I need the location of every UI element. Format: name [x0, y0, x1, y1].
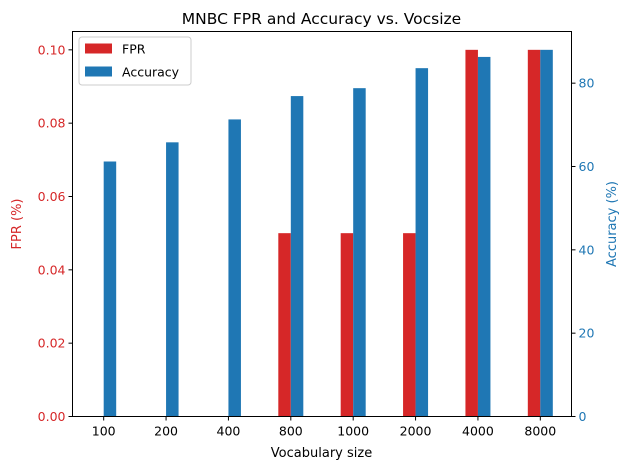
x-tick-label: 8000 [524, 424, 556, 439]
left-axis-label: FPR (%) [10, 199, 25, 250]
right-tick-label: 80 [579, 76, 595, 91]
legend-swatch-fpr [85, 43, 112, 54]
x-axis-label: Vocabulary size [271, 446, 372, 461]
bars-group [103, 49, 553, 417]
bar-accuracy-100 [103, 161, 117, 417]
right-axis-label: Accuracy (%) [605, 181, 620, 267]
bar-accuracy-8000 [540, 49, 553, 417]
x-tick-label: 100 [92, 424, 116, 439]
legend-label-accuracy: Accuracy [122, 65, 180, 80]
chart-title: MNBC FPR and Accuracy vs. Vocsize [182, 10, 461, 28]
left-tick-label: 0.00 [38, 409, 66, 424]
bar-accuracy-800 [290, 96, 304, 417]
left-axis: 0.00 0.02 0.04 0.06 0.08 0.10 [38, 42, 73, 424]
left-tick-label: 0.10 [38, 42, 66, 57]
x-tick-label: 400 [217, 424, 241, 439]
left-tick-label: 0.08 [38, 116, 66, 131]
right-axis: 0 20 40 60 80 [571, 76, 595, 424]
bar-accuracy-4000 [477, 56, 491, 417]
left-tick-label: 0.06 [38, 189, 66, 204]
bar-fpr-2000 [403, 233, 416, 417]
right-tick-label: 20 [579, 326, 595, 341]
bar-fpr-4000 [465, 49, 478, 417]
bar-accuracy-1000 [353, 88, 366, 417]
x-tick-label: 4000 [462, 424, 494, 439]
bar-fpr-800 [278, 233, 291, 417]
right-tick-label: 60 [579, 159, 595, 174]
bar-accuracy-400 [228, 119, 241, 417]
x-axis: 100 200 400 800 1000 2000 4000 8000 [92, 416, 556, 439]
x-tick-label: 2000 [400, 424, 432, 439]
x-tick-label: 1000 [337, 424, 369, 439]
bar-fpr-8000 [527, 49, 541, 417]
left-tick-label: 0.02 [38, 336, 66, 351]
right-tick-label: 0 [579, 409, 587, 424]
plot-frame [72, 31, 572, 417]
right-tick-label: 40 [579, 242, 595, 257]
legend-label-fpr: FPR [122, 42, 146, 57]
x-tick-label: 800 [279, 424, 303, 439]
bar-accuracy-2000 [415, 68, 429, 417]
legend-swatch-accuracy [85, 66, 112, 77]
bar-accuracy-200 [166, 142, 179, 417]
legend: FPR Accuracy [78, 36, 192, 86]
bar-fpr-1000 [340, 233, 354, 417]
left-tick-label: 0.04 [38, 262, 66, 277]
x-tick-label: 200 [154, 424, 178, 439]
